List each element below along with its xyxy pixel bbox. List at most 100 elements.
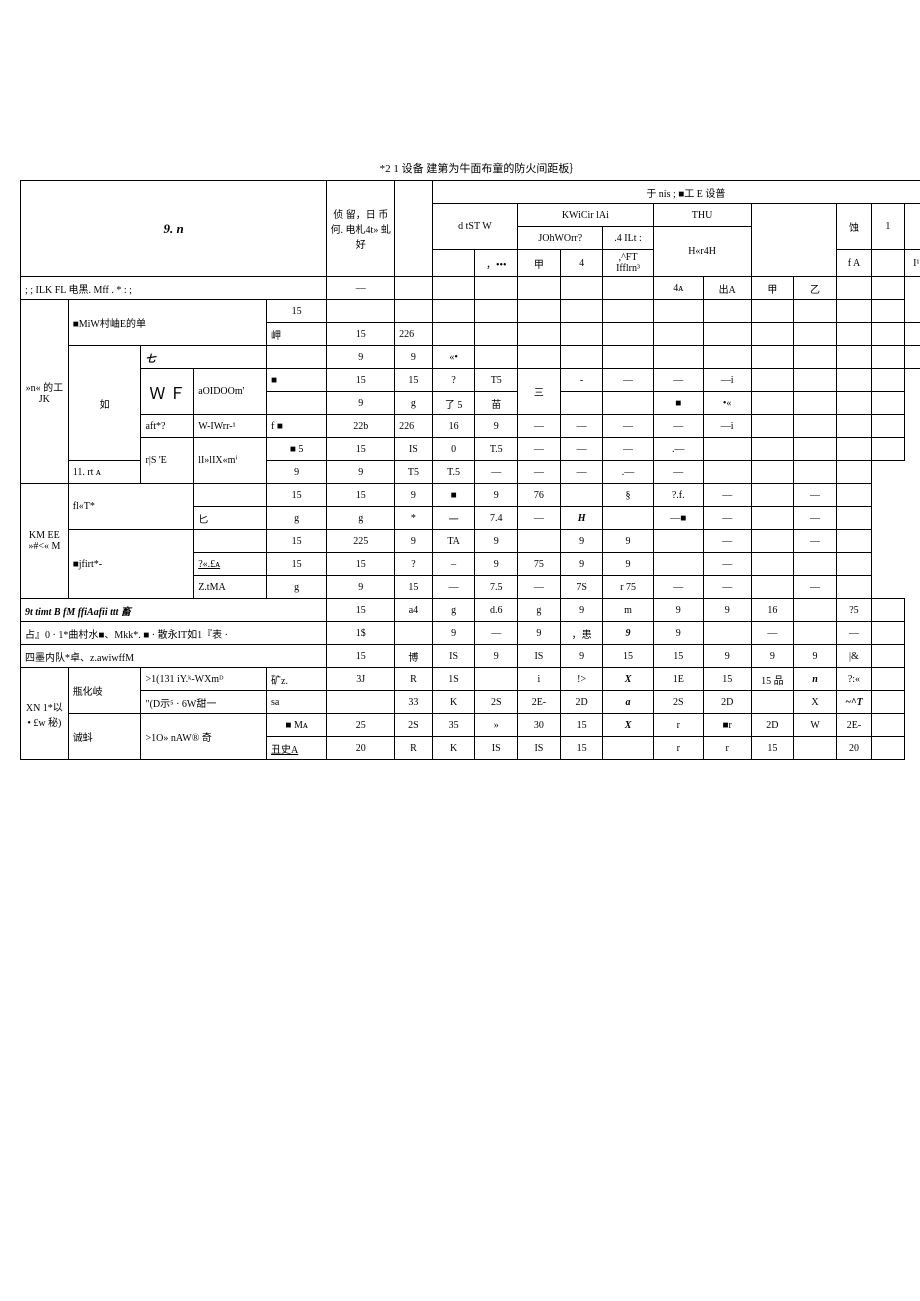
header-four: 4: [560, 250, 603, 277]
cell: 1E: [653, 668, 703, 691]
cell: T5: [395, 461, 433, 484]
cell: >1O» nAW® 奇: [141, 714, 267, 760]
cell: —: [475, 461, 518, 484]
cell: 22b: [327, 415, 395, 438]
cell-wf: Ｗ Ｆ: [141, 369, 194, 415]
cell: 9: [751, 645, 794, 668]
r1-label: ; ; ILK FL 电黑. Mff . * : ;: [21, 277, 327, 300]
cell: 75: [518, 553, 561, 576]
cell: 15: [703, 668, 751, 691]
cell: [836, 369, 871, 392]
cell: 15: [395, 576, 433, 599]
cell: —: [794, 530, 837, 553]
cell: f ■: [267, 415, 327, 438]
table-row: 如 七 9 9 «•: [21, 346, 920, 369]
cell: .—: [653, 438, 703, 461]
cell: 矿z.: [267, 668, 327, 691]
cell: —: [432, 576, 475, 599]
cell: 7.5: [475, 576, 518, 599]
cell: K: [432, 691, 475, 714]
cell: IS: [475, 737, 518, 760]
header-blank: [395, 181, 433, 277]
cell: ?:«: [836, 668, 871, 691]
header-yi: 乙: [794, 277, 837, 300]
cell: [432, 277, 475, 300]
cell: ■: [653, 392, 703, 415]
cell: —: [703, 530, 751, 553]
cell: [560, 277, 603, 300]
cell: 9: [475, 553, 518, 576]
cell: —: [653, 415, 703, 438]
table-row: Ｗ Ｆ aOIDOOm' ■ 15 15 ? T5 三 - — — —i: [21, 369, 920, 392]
cell: fl«T*: [68, 484, 194, 530]
cell: —: [560, 415, 603, 438]
header-comma: ，•••: [475, 250, 518, 277]
cell: 226: [395, 415, 433, 438]
cell: 7S: [560, 576, 603, 599]
cell: 博: [395, 645, 433, 668]
header-chuA: 出A: [703, 277, 751, 300]
cell: 15: [327, 369, 395, 392]
cell: g: [518, 599, 561, 622]
cell: W: [794, 714, 837, 737]
cell: 16: [751, 599, 794, 622]
cell: [267, 346, 327, 369]
cell: 9: [653, 599, 703, 622]
table-title: *2 1 设备 建第为牛面布童的防火间距板｝: [20, 160, 920, 176]
cell: [475, 277, 518, 300]
cell: K: [432, 737, 475, 760]
cell: —: [327, 277, 395, 300]
cell: —: [794, 576, 837, 599]
cell: 2S: [395, 714, 433, 737]
cell: —: [518, 461, 561, 484]
cell: IS: [518, 737, 561, 760]
cell: 15: [327, 323, 395, 346]
group-n: »n« 的工JK: [21, 300, 69, 484]
cell: ?«.£ᴀ: [194, 553, 267, 576]
cell: 11. rt ᴀ: [68, 461, 141, 484]
cell: 15: [267, 300, 327, 323]
cell: *: [395, 507, 433, 530]
cell: 35: [432, 714, 475, 737]
cell: 25: [327, 714, 395, 737]
cell: »: [475, 714, 518, 737]
cell: 9: [653, 622, 703, 645]
header-i1: I¹ . •: [904, 250, 920, 277]
cell: 9: [560, 599, 603, 622]
cell: 瓶化岐: [68, 668, 141, 714]
header-blank4: [872, 250, 905, 277]
cell: IS: [395, 438, 433, 461]
cell: g: [327, 507, 395, 530]
header-thu: THU: [653, 204, 751, 227]
cell: 15: [267, 553, 327, 576]
cell: 15: [603, 645, 653, 668]
cell: r: [703, 737, 751, 760]
cell: —: [794, 484, 837, 507]
cell: —: [653, 461, 703, 484]
cell: —: [703, 507, 751, 530]
table-row: 9. n 侦 留，日 币何. 电札4t» 虬好 于 nis ; ■工 E 设普: [21, 181, 920, 204]
cell: —: [518, 415, 561, 438]
cell: [794, 369, 837, 392]
cell: 9: [603, 622, 653, 645]
cell: —: [518, 576, 561, 599]
cell: —■: [653, 507, 703, 530]
cell: 9: [703, 645, 751, 668]
cell: m: [603, 599, 653, 622]
cell: 9: [475, 484, 518, 507]
cell: [194, 530, 267, 553]
cell: —: [603, 415, 653, 438]
cell: 9: [603, 530, 653, 553]
cell: 15: [327, 484, 395, 507]
table-row: "(D示⁵ · 6W甜一 sa 33 K 2S 2E- 2D a 2S 2D X…: [21, 691, 920, 714]
cell: 226: [395, 323, 433, 346]
cell: X: [794, 691, 837, 714]
cell: aft*?: [141, 415, 194, 438]
header-jia2: 甲: [751, 277, 794, 300]
r16-label: 占』0 · 1*曲村水■、Mkk*. ■ · 散永IT如1『表 ·: [21, 622, 327, 645]
cell: 16: [432, 415, 475, 438]
cell: 了 5: [432, 392, 475, 415]
cell: n: [794, 668, 837, 691]
cell: 20: [327, 737, 395, 760]
cell: —: [751, 622, 794, 645]
